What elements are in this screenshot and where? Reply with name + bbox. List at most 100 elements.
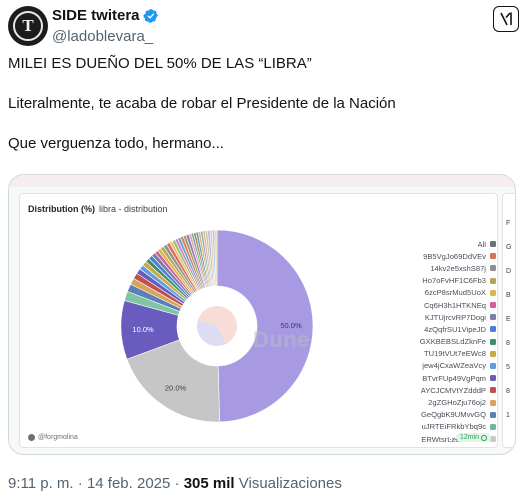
side-table-cell: 5 [506, 364, 510, 371]
chart-subtitle: libra - distribution [99, 204, 168, 214]
slice-label: 50.0% [280, 321, 302, 330]
tweet-line-3: Que verguenza todo, hermano... [8, 135, 224, 152]
grok-logo-icon[interactable] [493, 6, 519, 32]
side-table-cell: 1 [506, 412, 510, 419]
image-top-band [9, 175, 515, 187]
views-label: Visualizaciones [238, 475, 342, 492]
legend-item: Ho7oFvHF1C6Fb3 [406, 275, 496, 287]
legend-label: 14kv2e5xshS87j [430, 263, 486, 273]
meta-separator: · [77, 475, 83, 492]
legend-label: KJTUjrcvRP7Dogi [424, 312, 486, 322]
side-table-cell: E [506, 316, 511, 323]
legend-item: GeQgbK9UMvvGQ [406, 409, 496, 421]
pie-slice [126, 339, 220, 423]
tweet-meta: 9:11 p. m. · 14 feb. 2025 · 305 mil Visu… [8, 474, 342, 494]
legend-swatch [490, 326, 496, 333]
dune-user-icon [28, 434, 35, 441]
tweet-header: T SIDE twitera @ladoblevara_ [8, 6, 519, 46]
legend-label: 4zQqfrSU1VipeJD [424, 324, 486, 334]
side-table-cell: B [506, 292, 511, 299]
donut-center-decoration [197, 306, 238, 344]
legend-item: Cq6H3h1HTKNEq [406, 299, 496, 311]
display-name-row[interactable]: SIDE twitera [52, 6, 159, 26]
legend-swatch [490, 411, 496, 418]
legend-swatch [490, 375, 496, 382]
legend-swatch [490, 350, 496, 357]
refresh-badge: 12min [455, 433, 491, 442]
legend-item: 4zQqfrSU1VipeJD [406, 323, 496, 335]
legend-swatch [490, 362, 496, 369]
legend-swatch [490, 241, 496, 248]
dune-watermark: Dune [253, 327, 310, 352]
meta-separator: · [174, 475, 180, 492]
legend-label: uJRTEiFRkbYbq9c [421, 422, 486, 432]
avatar-letter: T [13, 11, 43, 41]
legend-label: GeQgbK9UMvvGQ [421, 410, 486, 420]
legend-item: 6zcP8srMud5UoX [406, 287, 496, 299]
legend-item: ERWtsrLzexRkiv11 [406, 433, 496, 445]
legend-item: 9B5VgJo69DdVEv [406, 250, 496, 262]
tweet-line-2: Literalmente, te acaba de robar el Presi… [8, 95, 396, 112]
legend-swatch [490, 338, 496, 345]
legend-item: 14kv2e5xshS87j [406, 262, 496, 274]
legend-item: KJTUjrcvRP7Dogi [406, 311, 496, 323]
chart-title-main: Distribution (%) [28, 204, 95, 214]
tweet-line-1: MILEI ES DUEÑO DEL 50% DE LAS “LIBRA” [8, 55, 312, 72]
pie-slice [214, 229, 218, 287]
verified-badge-icon [143, 9, 158, 23]
legend-item: TU19tVUt7eEWc8 [406, 348, 496, 360]
legend-label: jew4jCxaWZeaVcy [422, 361, 486, 371]
refresh-time: 12min [459, 434, 479, 441]
legend-swatch [490, 399, 496, 406]
tweet-image[interactable]: Distribution (%) libra - distribution 50.… [8, 174, 516, 455]
avatar[interactable]: T [8, 6, 48, 46]
side-table-cell: F [506, 220, 511, 227]
legend-label: Cq6H3h1HTKNEq [423, 300, 486, 310]
side-table-cell: 8 [506, 340, 510, 347]
view-count: 305 mil [183, 475, 235, 492]
legend-swatch [490, 265, 496, 272]
legend-label: 2gZGHoZju76oj2 [428, 398, 486, 408]
legend-label: 9B5VgJo69DdVEv [423, 251, 486, 261]
legend-swatch [490, 436, 496, 443]
slice-label: 20.0% [165, 383, 187, 392]
legend-label: Ho7oFvHF1C6Fb3 [422, 276, 486, 286]
legend-swatch [490, 387, 496, 394]
legend-label: All [477, 239, 486, 249]
pie-chart: 50.0% 20.0% 10.0% [120, 229, 314, 423]
author-block: SIDE twitera @ladoblevara_ [52, 6, 159, 47]
legend-item: GXKBEBSLdZknFe [406, 336, 496, 348]
legend-swatch [490, 253, 496, 260]
handle[interactable]: @ladoblevara_ [52, 28, 154, 45]
legend-item: uJRTEiFRkbYbq9c [406, 421, 496, 433]
tweet-date[interactable]: 14 feb. 2025 [86, 475, 171, 492]
chart-legend: All 9B5VgJo69DdVEv 14kv2e5xshS87j Ho7oFvHF… [406, 238, 496, 445]
refresh-icon [481, 434, 487, 441]
side-table-cell: D [506, 268, 512, 275]
legend-label: GXKBEBSLdZknFe [419, 337, 486, 347]
legend-item: jew4jCxaWZeaVcy [406, 360, 496, 372]
slice-label: 10.0% [132, 325, 154, 334]
legend-label: AYCJCMVtYZdddP [420, 385, 486, 395]
side-table-cell: G [506, 244, 512, 251]
legend-item: BTvrFUp49VgPqm [406, 372, 496, 384]
legend-swatch [490, 277, 496, 284]
more-icon: … [449, 433, 457, 442]
chart-title: Distribution (%) libra - distribution [28, 204, 168, 214]
legend-swatch [490, 289, 496, 296]
legend-label: BTvrFUp49VgPqm [422, 373, 486, 383]
side-table-cell: 8 [506, 388, 510, 395]
legend-label: ERWtsrLzexRkiv11 [421, 434, 486, 444]
donut-center-decoration [197, 319, 227, 346]
legend-swatch [490, 302, 496, 309]
legend-label: TU19tVUt7eEWc8 [423, 349, 486, 359]
display-name[interactable]: SIDE twitera [52, 7, 140, 24]
credit-handle: @forgmolina [38, 434, 78, 441]
legend-label: 6zcP8srMud5UoX [424, 288, 486, 298]
legend-swatch [490, 314, 496, 321]
legend-item-all: All [406, 238, 496, 250]
side-table-panel: F G D B E 8 5 8 1 [502, 193, 515, 448]
tweet-time[interactable]: 9:11 p. m. [8, 475, 74, 492]
dune-chart-panel: Distribution (%) libra - distribution 50.… [19, 193, 498, 448]
pie-slice [216, 229, 314, 423]
